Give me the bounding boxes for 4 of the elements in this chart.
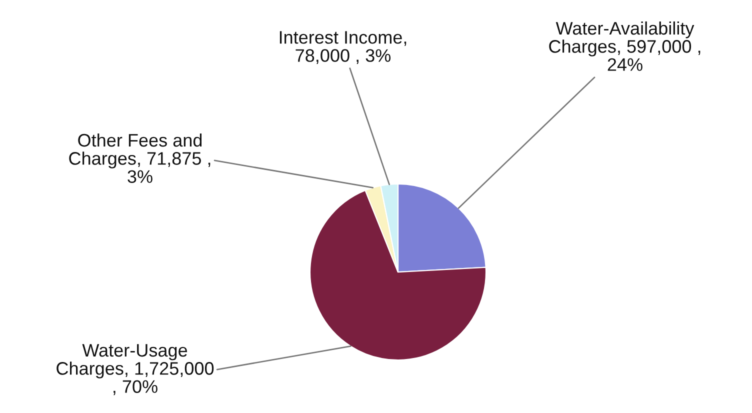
slice-label: Other Fees and Charges, 71,875 , 3%: [69, 133, 210, 183]
slice-label: Water-Availability Charges, 597,000 , 24%: [549, 21, 700, 71]
slice-label: Interest Income, 78,000 , 3%: [280, 31, 406, 64]
slice-label: Water-Usage Charges, 1,725,000 , 70%: [56, 344, 214, 396]
